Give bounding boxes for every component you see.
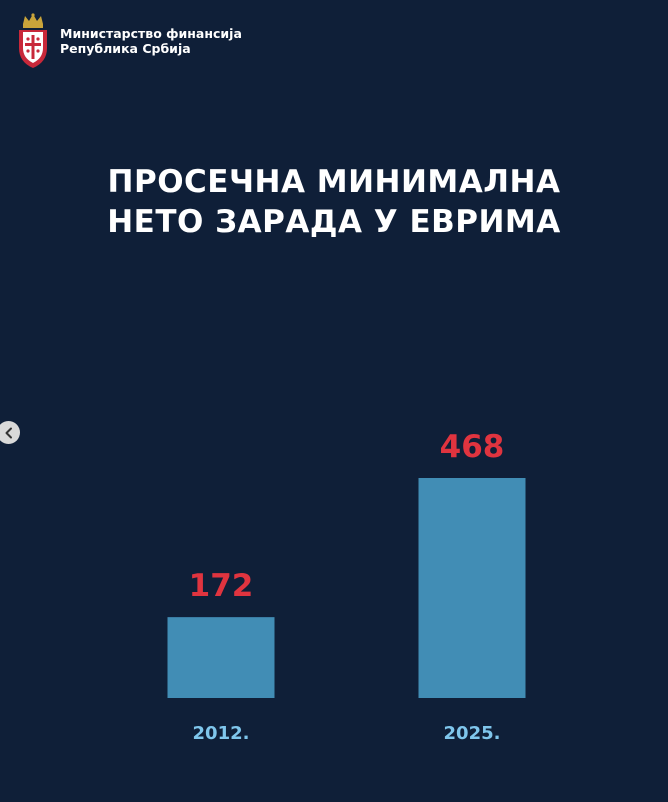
value-label-0: 172 (189, 568, 254, 604)
chevron-left-icon (5, 427, 12, 438)
bar-0 (167, 617, 275, 698)
ministry-name: Министарство финансија Република Србија (60, 26, 242, 56)
carousel-prev-button[interactable] (0, 421, 20, 444)
category-label-0: 2012. (193, 723, 250, 744)
bar-1 (418, 478, 526, 698)
value-label-1: 468 (440, 429, 505, 465)
ministry-header: Министарство финансија Република Србија (16, 12, 242, 70)
chart-title: ПРОСЕЧНА МИНИМАЛНА НЕТО ЗАРАДА У ЕВРИМА (0, 162, 668, 242)
category-label-1: 2025. (444, 723, 501, 744)
ministry-line-2: Република Србија (60, 41, 191, 56)
coat-of-arms-icon (19, 13, 47, 68)
chart-title-line-1: ПРОСЕЧНА МИНИМАЛНА (107, 164, 561, 200)
chart-title-line-2: НЕТО ЗАРАДА У ЕВРИМА (107, 204, 561, 240)
ministry-line-1: Министарство финансија (60, 26, 242, 41)
